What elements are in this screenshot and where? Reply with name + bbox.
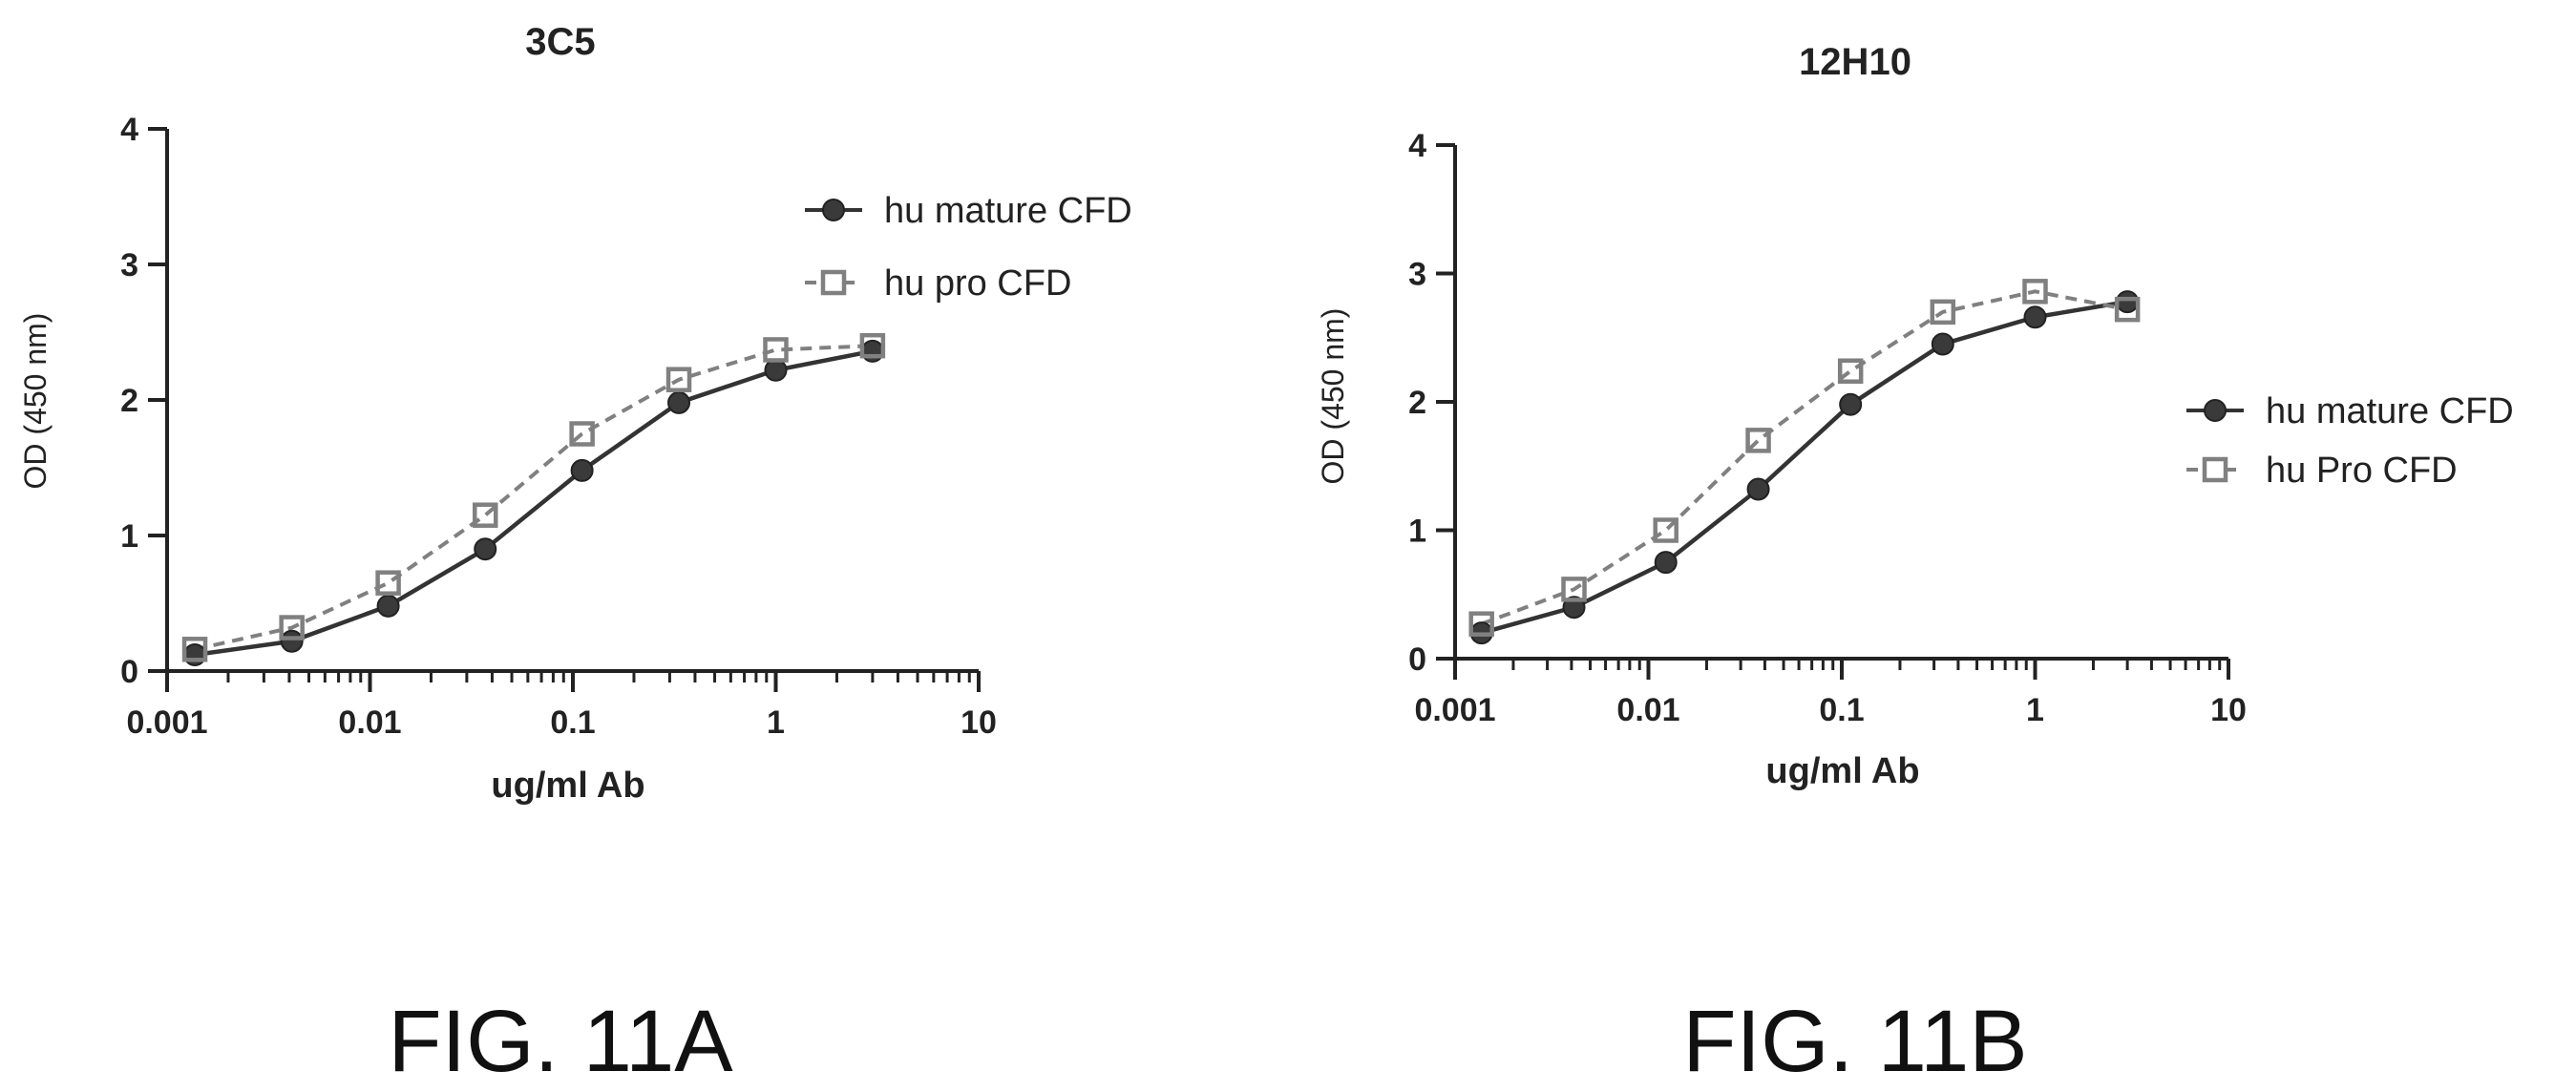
data-point [1930,299,1956,326]
x-axis-label: ug/ml Ab [1765,751,1919,791]
data-point [1745,428,1771,453]
x-tick-label: 1 [767,704,785,741]
legend: hu mature CFD hu pro CFD [805,191,1132,304]
data-point [472,502,498,528]
series-line-mature [194,348,874,658]
legend-label: hu mature CFD [884,191,1132,231]
figure-caption: FIG. 11B [1682,993,2027,1090]
figure-caption: FIG. 11A [388,993,733,1090]
data-point [764,358,788,382]
data-point [1561,577,1587,602]
data-point [1653,517,1679,543]
x-tick-label: 10 [2210,692,2247,728]
data-point [667,390,691,414]
data-point [860,339,884,363]
data-point [2114,296,2141,323]
legend: hu mature CFD hu Pro CFD [2186,391,2514,491]
data-point [1931,332,1954,356]
legend-marker [820,269,847,296]
legend-label: hu mature CFD [2266,391,2514,431]
data-point [1837,358,1864,384]
x-tick-label: 0.01 [338,704,401,741]
y-tick-label: 3 [120,247,138,284]
data-point [570,458,594,482]
data-point [2023,305,2047,329]
legend-marker [2204,399,2227,422]
legend-label: hu Pro CFD [2266,451,2458,491]
data-point [665,367,692,392]
data-point [1839,392,1863,416]
chart-title: 12H10 [1799,41,1911,83]
y-tick-label: 1 [120,518,138,555]
data-point [859,332,886,359]
data-point [181,637,208,662]
y-tick-label: 2 [120,383,138,419]
axes: 0 1 2 3 4 0.001 0.01 0.1 1 10 [1408,128,2247,728]
series-layer [1468,279,2141,645]
legend-marker [822,199,845,221]
data-point [280,629,304,653]
data-point [1468,611,1494,637]
y-axis-label: OD (450 nm) [1316,308,1350,485]
data-point [376,594,400,618]
legend-marker [2202,456,2228,483]
x-tick-label: 1 [2026,692,2044,728]
series-line-pro [1480,289,2128,626]
x-tick-label: 0.1 [1819,692,1864,728]
y-tick-label: 1 [1408,514,1426,550]
y-tick-label: 2 [1408,385,1426,421]
series-layer [181,332,886,666]
series-line-mature [1481,299,2128,636]
x-tick-label: 0.01 [1616,692,1679,728]
data-point [1562,596,1586,620]
data-point [2022,279,2048,304]
x-tick-label: 10 [961,704,997,741]
chart-title: 3C5 [525,21,595,63]
data-point [2116,290,2140,314]
x-tick-label: 0.001 [126,704,207,741]
y-tick-label: 0 [120,654,138,690]
legend-label: hu pro CFD [884,263,1071,304]
data-point [375,570,401,596]
y-tick-label: 3 [1408,257,1426,293]
x-tick-label: 0.001 [1414,692,1495,728]
axes: 0 1 2 3 4 0.001 0.01 0.1 1 10 [120,112,997,741]
y-tick-label: 4 [120,112,138,148]
data-point [1654,551,1678,575]
data-point [183,642,207,666]
data-point [474,537,497,561]
chart-12h10: 12H10 OD (450 nm) ug/ml Ab 0 1 2 3 4 0.001 0.0… [1316,41,2514,1090]
data-point [569,421,595,447]
data-point [1746,477,1770,501]
data-point [763,337,789,363]
y-axis-label: OD (450 nm) [18,313,53,490]
series-line-pro [194,344,873,652]
y-tick-label: 4 [1408,128,1426,164]
data-point [279,615,305,640]
y-tick-label: 0 [1408,641,1426,678]
x-tick-label: 0.1 [550,704,595,741]
x-axis-label: ug/ml Ab [491,766,644,806]
